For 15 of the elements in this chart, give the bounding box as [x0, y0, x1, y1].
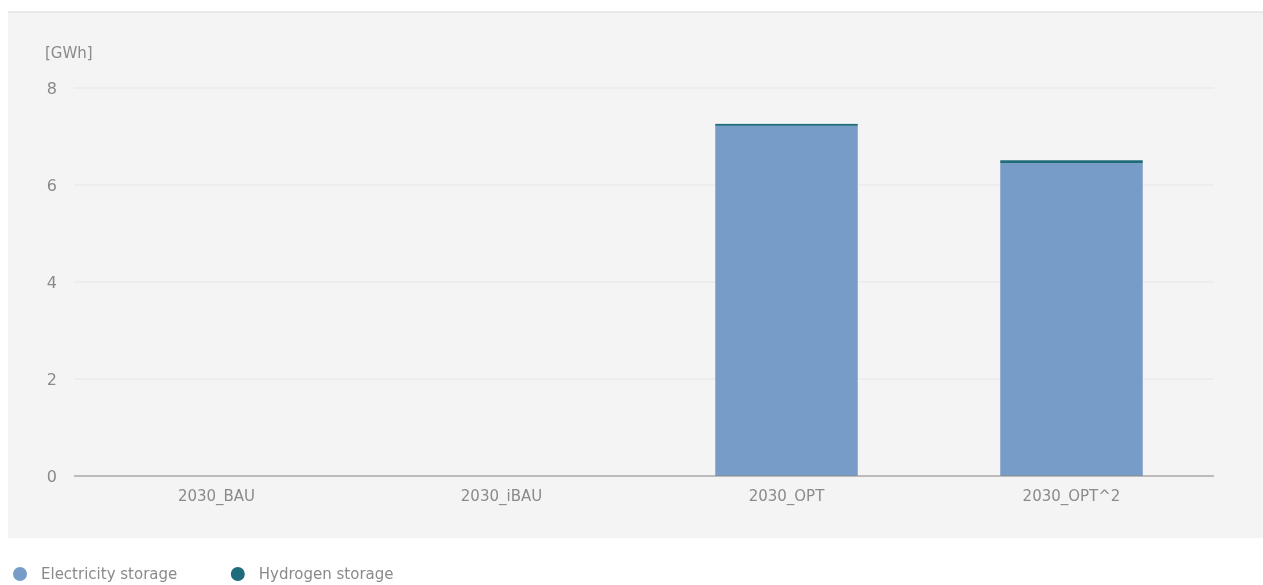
bar: [715, 125, 858, 476]
legend-label: Electricity storage: [41, 565, 178, 584]
x-tick-label: 2030_iBAU: [460, 487, 543, 506]
y-tick-label: 0: [46, 466, 57, 486]
x-tick-label: 2030_BAU: [177, 487, 256, 506]
x-tick-label: 2030_OPT: [748, 487, 826, 506]
bar: [1000, 160, 1143, 164]
y-tick-label: 2: [46, 369, 57, 389]
y-axis-title: [GWh]: [45, 44, 93, 62]
y-tick-label: 8: [46, 78, 57, 98]
x-tick-label: 2030_OPT^2: [1022, 487, 1121, 506]
y-tick-label: 6: [46, 175, 57, 195]
legend-label: Hydrogen storage: [258, 565, 394, 584]
bar: [1000, 163, 1143, 476]
y-tick-label: 4: [46, 272, 57, 292]
